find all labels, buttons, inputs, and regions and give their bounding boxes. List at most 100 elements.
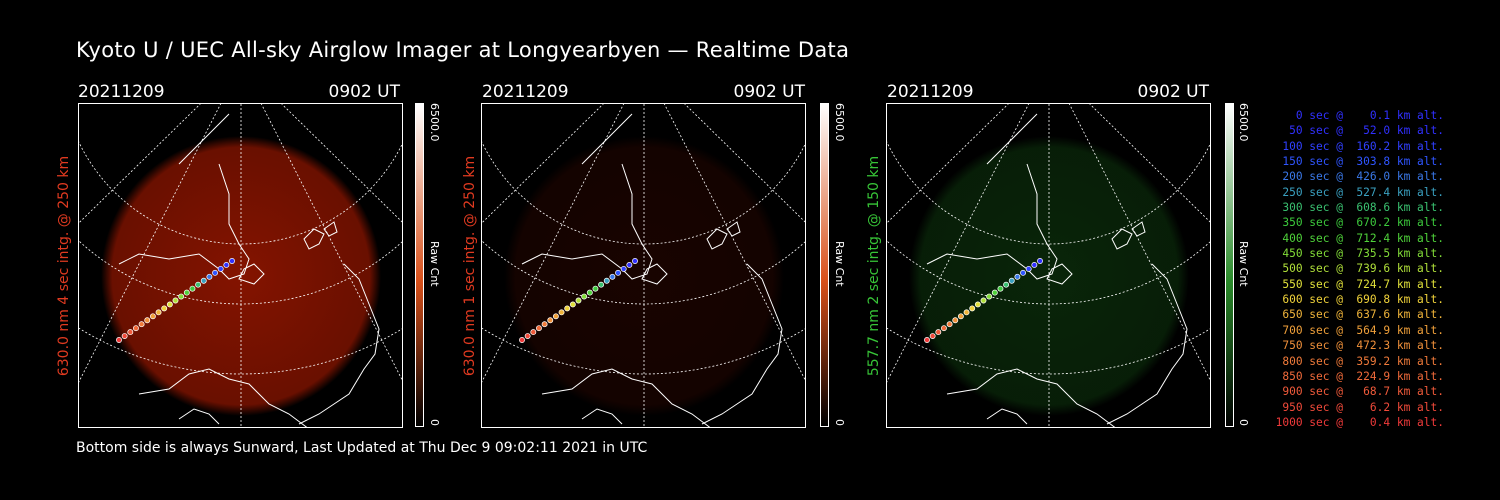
legend-row: 300 sec @ 608.6 km alt.: [1275, 201, 1444, 215]
trajectory-point: [1020, 269, 1026, 276]
panel-2-colorbar-max: 6500.0: [833, 103, 846, 142]
panel-1-colorbar-unit: Raw Cnt: [428, 241, 441, 287]
coastline: [118, 113, 250, 280]
legend-row: 400 sec @ 712.4 km alt.: [1275, 231, 1444, 245]
trajectory-point: [189, 285, 196, 292]
panel-1-colorbar: [415, 103, 424, 427]
legend-row: 900 sec @ 68.7 km alt.: [1275, 385, 1444, 399]
trajectory-legend: 0 sec @ 0.1 km alt. 50 sec @ 52.0 km alt…: [1262, 108, 1444, 430]
legend-row: 600 sec @ 690.8 km alt.: [1275, 293, 1444, 307]
coastline: [986, 408, 1028, 425]
legend-row: 1000 sec @ 0.4 km alt.: [1275, 415, 1444, 429]
coastline: [178, 408, 220, 425]
longitude-gridline: [1068, 104, 1210, 381]
legend-row: 350 sec @ 670.2 km alt.: [1275, 216, 1444, 230]
legend-row: 800 sec @ 359.2 km alt.: [1275, 354, 1444, 368]
legend-row: 650 sec @ 637.6 km alt.: [1275, 308, 1444, 322]
coastline: [946, 368, 1116, 427]
trajectory-point: [144, 317, 151, 324]
coastline: [1106, 263, 1188, 425]
trajectory-point: [536, 325, 542, 332]
panel-3-allsky-map: [886, 103, 1211, 428]
trajectory-point: [558, 309, 565, 316]
trajectory-point: [155, 309, 162, 316]
coastline: [581, 408, 623, 425]
trajectory-point: [929, 333, 936, 339]
longitude-gridline: [887, 104, 1030, 383]
trajectory-point: [183, 289, 190, 296]
trajectory-point: [586, 289, 593, 296]
trajectory-point: [530, 329, 537, 336]
legend-row: 700 sec @ 564.9 km alt.: [1275, 323, 1444, 337]
trajectory-point: [166, 301, 173, 308]
trajectory-point: [524, 333, 531, 339]
panel-2-colorbar-min: 0: [833, 419, 846, 426]
coastline: [706, 221, 741, 250]
trajectory-point: [1014, 273, 1021, 280]
trajectory-point: [986, 293, 993, 300]
trajectory-point: [133, 325, 139, 332]
trajectory-point: [229, 258, 235, 264]
coastline: [701, 263, 783, 425]
trajectory-point: [991, 289, 998, 296]
trajectory-point: [935, 329, 942, 336]
trajectory-point: [217, 265, 224, 272]
panel-1-time: 0902 UT: [328, 82, 401, 102]
trajectory-point: [952, 317, 959, 324]
legend-row: 500 sec @ 739.6 km alt.: [1275, 262, 1444, 276]
panel-2-date: 20211209: [482, 82, 569, 102]
trajectory-point: [603, 277, 610, 284]
trajectory-point: [598, 281, 605, 288]
panel-2-allsky-map: [481, 103, 806, 428]
panel-1-allsky-map: [78, 103, 403, 428]
trajectory-point: [149, 313, 156, 320]
trajectory-point: [206, 273, 213, 280]
panel-2-colorbar-unit: Raw Cnt: [833, 241, 846, 287]
trajectory-point: [924, 337, 930, 343]
legend-row: 550 sec @ 724.7 km alt.: [1275, 277, 1444, 291]
panel-3-colorbar: [1225, 103, 1234, 427]
trajectory-point: [161, 305, 168, 312]
trajectory-point: [127, 329, 134, 336]
panel-3-ylabel: 557.7 nm 2 sec intg. @ 150 km: [866, 155, 882, 377]
trajectory-point: [974, 301, 981, 308]
trajectory-point: [615, 269, 621, 276]
trajectory-point: [1003, 281, 1010, 288]
legend-row: 50 sec @ 52.0 km alt.: [1275, 124, 1444, 138]
legend-row: 150 sec @ 303.8 km alt.: [1275, 155, 1444, 169]
trajectory-point: [1008, 277, 1015, 284]
trajectory-point: [963, 309, 970, 316]
panel-1-date: 20211209: [78, 82, 165, 102]
legend-row: 0 sec @ 0.1 km alt.: [1275, 109, 1444, 122]
coastline: [298, 263, 380, 425]
trajectory-point: [1037, 258, 1043, 264]
legend-row: 750 sec @ 472.3 km alt.: [1275, 339, 1444, 353]
coastline: [238, 263, 265, 285]
trajectory-point: [138, 321, 145, 328]
trajectory-point: [519, 337, 525, 343]
panel-3-colorbar-max: 6500.0: [1237, 103, 1250, 142]
trajectory-point: [609, 273, 616, 280]
coastline: [641, 263, 668, 285]
footer-update-note: Bottom side is always Sunward, Last Upda…: [76, 440, 648, 456]
trajectory-point: [1031, 261, 1038, 268]
trajectory-point: [969, 305, 976, 312]
trajectory-point: [172, 297, 179, 304]
coastline: [541, 368, 711, 427]
panel-1-colorbar-min: 0: [428, 419, 441, 426]
trajectory-point: [632, 258, 638, 264]
coastline: [926, 113, 1058, 280]
legend-row: 950 sec @ 6.2 km alt.: [1275, 400, 1444, 414]
trajectory-point: [569, 301, 576, 308]
trajectory-point: [121, 333, 128, 339]
coastline: [1046, 263, 1073, 285]
trajectory-point: [116, 337, 122, 343]
coastline: [303, 221, 338, 250]
trajectory-point: [626, 261, 633, 268]
trajectory-point: [541, 321, 548, 328]
trajectory-point: [620, 265, 627, 272]
trajectory-point: [547, 317, 554, 324]
trajectory-point: [212, 269, 218, 276]
panel-3-colorbar-min: 0: [1237, 419, 1250, 426]
trajectory-point: [223, 261, 230, 268]
